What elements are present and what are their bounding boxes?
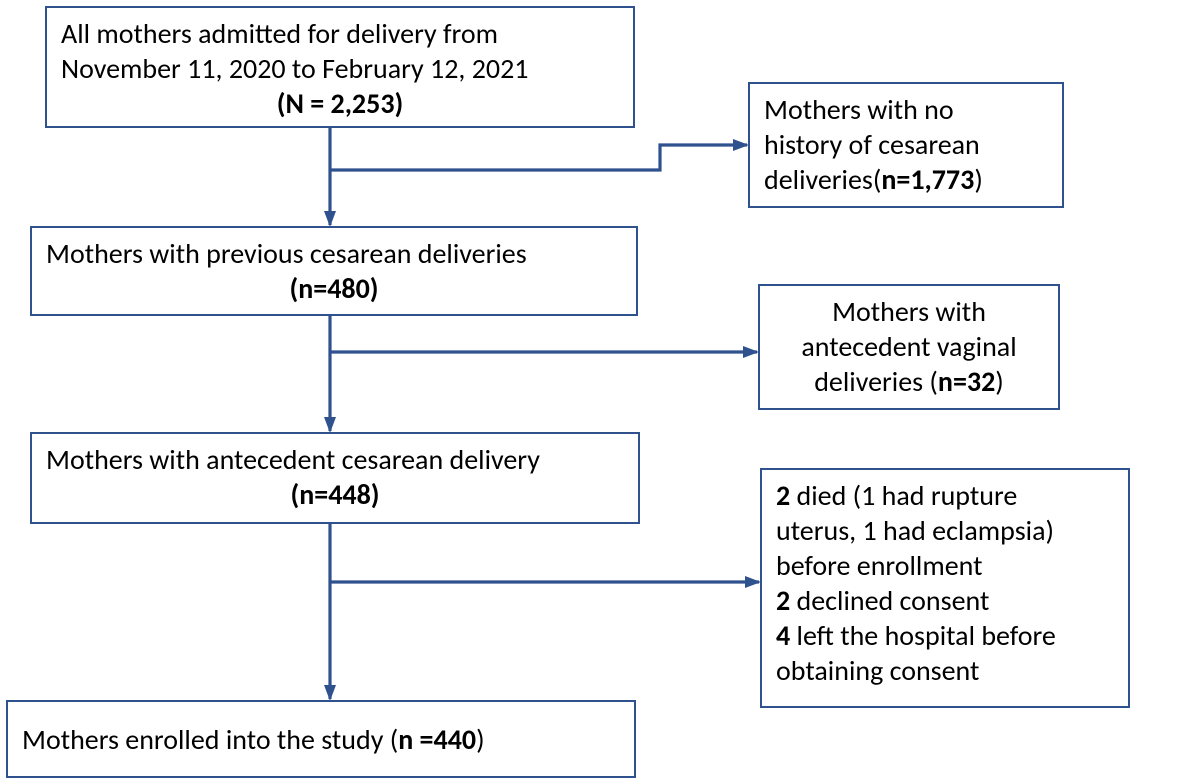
node-text-line: deliveries(n=1,773) [764,162,1048,197]
node-stat: (N = 2,253) [61,86,619,121]
node-text-line: history of cesarean [764,127,1048,162]
flow-node-excl-other: 2 died (1 had rupture uterus, 1 had ecla… [760,468,1130,708]
flow-node-previous-cesarean: Mothers with previous cesarean deliverie… [30,226,638,316]
node-text-line: before enrollment [776,548,1114,583]
node-text-line: 4 left the hospital before [776,618,1114,653]
node-text-line: Mothers with no [764,92,1048,127]
node-text-line: Mothers with [774,294,1044,329]
flow-node-antecedent-cesarean: Mothers with antecedent cesarean deliver… [30,432,640,524]
node-text-line: All mothers admitted for delivery from [61,16,619,51]
node-text-line: 2 declined consent [776,583,1114,618]
node-text-line: deliveries (n=32) [774,364,1044,399]
node-stat: (n=448) [46,477,624,512]
node-text-line: Mothers with antecedent cesarean deliver… [46,442,624,477]
flow-node-excl-vaginal: Mothers with antecedent vaginal deliveri… [758,284,1060,410]
node-text-line: uterus, 1 had eclampsia) [776,513,1114,548]
node-text-line: Mothers enrolled into the study (n =440) [22,722,485,757]
node-text-line: 2 died (1 had rupture [776,478,1114,513]
node-text-line: obtaining consent [776,653,1114,688]
flow-node-excl-no-history: Mothers with no history of cesarean deli… [748,82,1064,208]
flow-node-all-mothers: All mothers admitted for delivery from N… [45,6,635,128]
node-text-line: November 11, 2020 to February 12, 2021 [61,51,619,86]
node-text-line: antecedent vaginal [774,329,1044,364]
flow-node-enrolled: Mothers enrolled into the study (n =440) [6,700,636,778]
node-text-line: Mothers with previous cesarean deliverie… [46,236,622,271]
node-stat: (n=480) [46,271,622,306]
